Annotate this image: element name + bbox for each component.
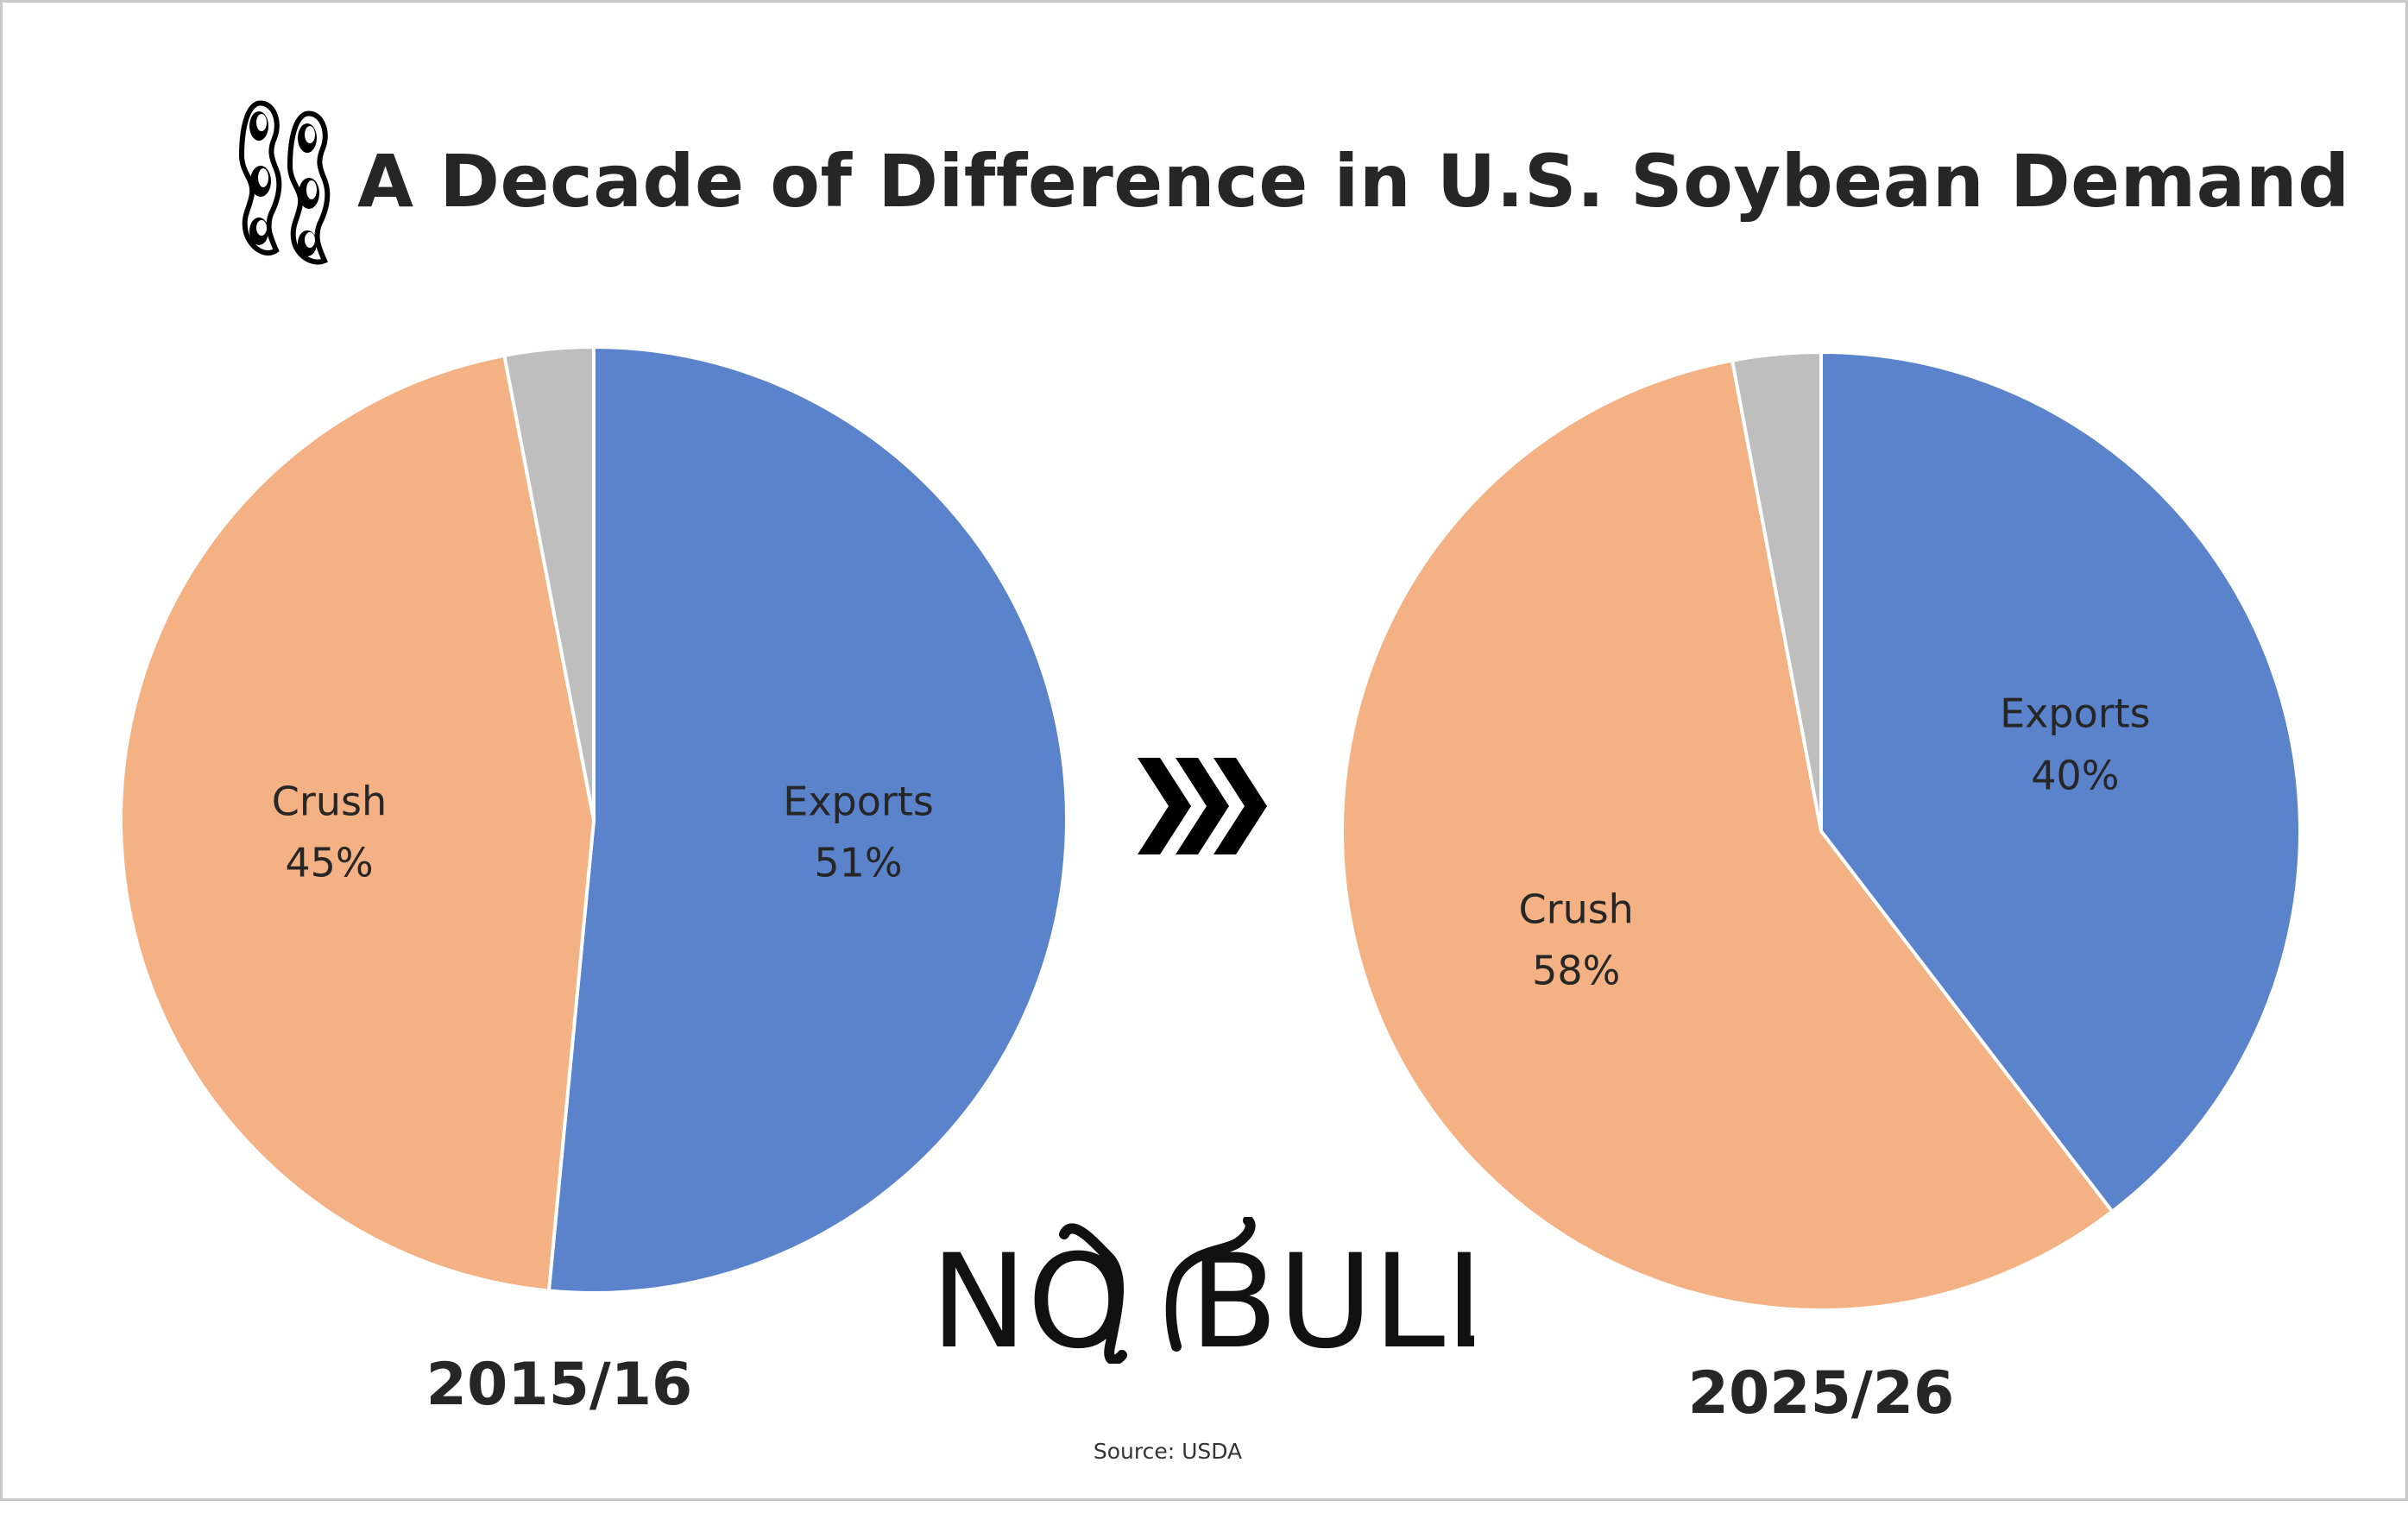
pie-0-year-label: 2015/16 xyxy=(425,1351,693,1419)
slice-label-name: Exports xyxy=(783,778,934,825)
slice-label-value: 40% xyxy=(2031,752,2120,799)
slice-label-value: 58% xyxy=(1532,947,1621,994)
triple-chevron-right-icon xyxy=(1138,758,1267,854)
pie-1-label-exports: Exports 40% xyxy=(2000,684,2151,807)
slice-label-value: 45% xyxy=(285,839,374,886)
slice-label-name: Crush xyxy=(271,778,388,825)
slice-label-name: Exports xyxy=(2000,690,2151,737)
title-row: A Decade of Difference in U.S. Soybean D… xyxy=(233,97,2350,266)
pie-0-label-exports: Exports 51% xyxy=(783,771,934,894)
pie-1-year-label: 2025/26 xyxy=(1687,1359,1955,1428)
pie-0-label-crush: Crush 45% xyxy=(272,771,387,894)
source-note: Source: USDA xyxy=(1093,1439,1243,1464)
chart-title: A Decade of Difference in U.S. Soybean D… xyxy=(357,139,2350,224)
pie-1-slice-other xyxy=(1730,350,1823,833)
slice-label-name: Crush xyxy=(1518,886,1634,933)
logo-text-bull: BULL xyxy=(1189,1227,1474,1364)
pie-0-slice-other xyxy=(502,345,596,822)
pie-0-slice-crush xyxy=(119,353,596,1293)
pie-1-slice-exports xyxy=(1819,350,2302,1214)
soybean-pod-icon xyxy=(238,100,331,265)
pie-0-slice-exports xyxy=(546,345,1068,1295)
pie-1-slice-crush xyxy=(1340,358,2115,1312)
no-bull-logo: NO BULL xyxy=(930,1217,1474,1364)
slice-label-value: 51% xyxy=(814,839,903,886)
pie-1-label-crush: Crush 58% xyxy=(1519,879,1634,1002)
